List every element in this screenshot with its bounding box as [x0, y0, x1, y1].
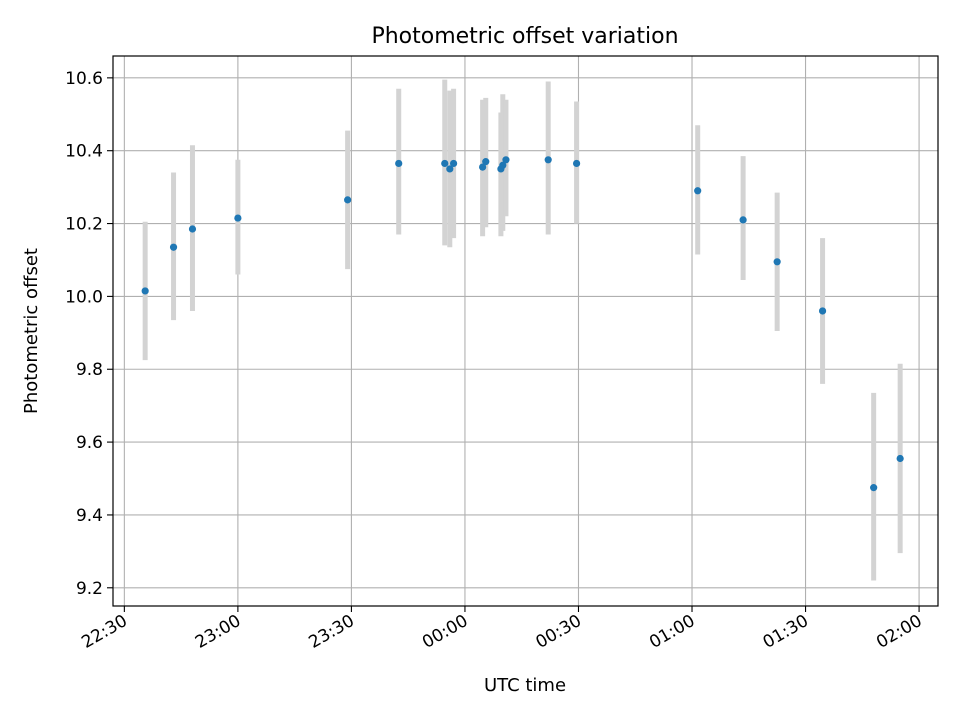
data-point: [188, 225, 197, 233]
y-tick-label: 9.2: [76, 579, 103, 599]
data-point: [694, 187, 702, 195]
data-point: [482, 158, 490, 166]
y-tick-label: 10.0: [65, 287, 103, 307]
data-point: [739, 216, 747, 224]
grid: [113, 56, 938, 606]
y-tick-label: 9.6: [76, 433, 103, 453]
y-tick-label: 9.8: [76, 360, 103, 380]
data-point: [441, 159, 449, 168]
x-tick-label: 01:30: [760, 611, 812, 653]
data-point: [479, 163, 487, 171]
x-tick-label: 00:30: [533, 611, 585, 653]
x-axis-ticks: 22:30 23:00 23:30 00:00 00:30 01:00 01:30 02:00: [78, 606, 926, 653]
x-tick-label: 01:00: [646, 611, 698, 653]
data-point: [499, 161, 507, 169]
plot-frame: [112, 55, 939, 607]
data-point: [169, 243, 178, 251]
data-point: [502, 156, 510, 164]
chart-title: Photometric offset variation: [371, 24, 678, 49]
data-point: [870, 484, 878, 492]
y-tick-label: 10.4: [65, 142, 103, 162]
data-point: [446, 165, 454, 173]
data-point: [896, 454, 904, 463]
y-axis-label: Photometric offset: [21, 248, 42, 414]
data-point: [344, 196, 352, 204]
y-axis-ticks: 9.2 9.4 9.6 9.8 10.0 10.2 10.4 10.6: [65, 69, 113, 599]
data-point: [818, 307, 827, 315]
data-point: [141, 287, 149, 295]
data-point: [449, 159, 458, 168]
data-point: [395, 159, 403, 168]
x-tick-label: 23:00: [192, 611, 244, 653]
y-tick-label: 9.4: [76, 506, 103, 526]
data-point: [572, 159, 581, 168]
y-tick-label: 10.6: [65, 69, 103, 89]
x-tick-label: 00:00: [419, 611, 471, 653]
error-bars: [142, 79, 903, 581]
data-point: [773, 258, 781, 266]
x-tick-label: 23:30: [305, 611, 357, 653]
x-axis-label: UTC time: [484, 675, 566, 696]
x-tick-label: 02:00: [873, 611, 925, 653]
data-point: [234, 214, 242, 222]
x-tick-label: 22:30: [78, 611, 130, 653]
data-points: [141, 156, 904, 492]
y-tick-label: 10.2: [65, 215, 103, 235]
data-point: [544, 156, 552, 164]
